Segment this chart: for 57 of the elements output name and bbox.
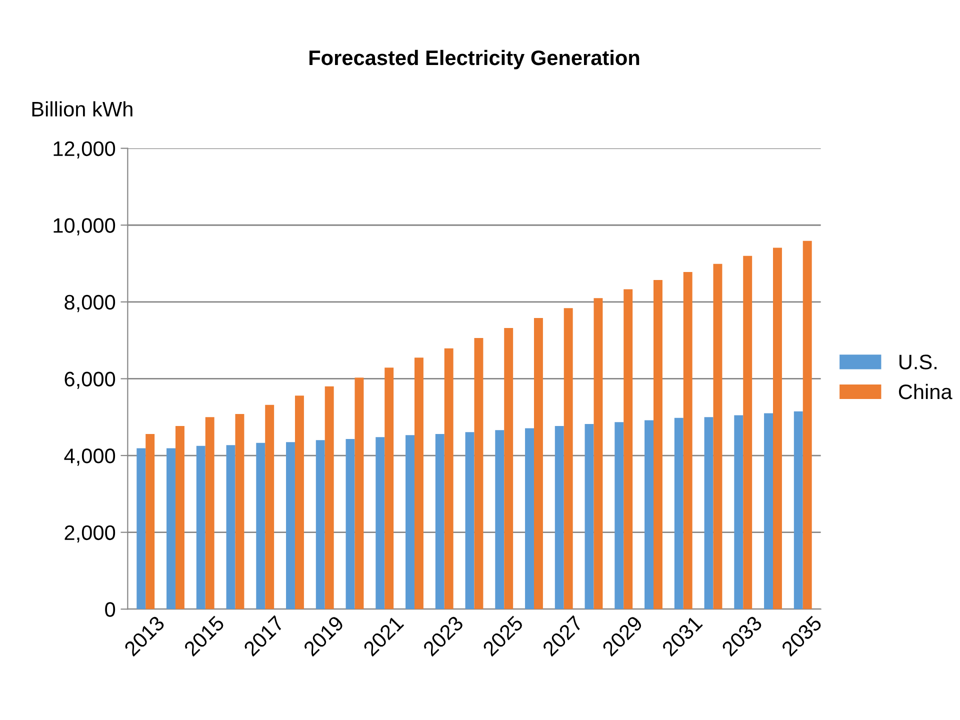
y-tick-label: 6,000 <box>64 372 116 389</box>
bar <box>624 289 633 610</box>
bar <box>614 422 624 610</box>
bar <box>495 430 504 610</box>
bar <box>175 426 184 610</box>
y-tick-label: 12,000 <box>54 141 116 159</box>
bar <box>414 358 424 610</box>
bar <box>226 445 236 610</box>
bar <box>594 298 603 610</box>
bar <box>465 432 474 610</box>
bar <box>504 328 514 610</box>
bar <box>406 435 414 610</box>
y-tick-label: 10,000 <box>54 218 116 236</box>
bar <box>704 417 714 610</box>
bar <box>683 272 692 610</box>
legend-label: China <box>898 384 952 400</box>
bar <box>525 428 534 610</box>
bar <box>256 442 266 610</box>
bar <box>354 378 364 610</box>
bar <box>146 434 155 610</box>
y-tick-label: 4,000 <box>64 448 116 466</box>
bar <box>734 415 744 610</box>
bar <box>653 280 662 610</box>
bar <box>166 448 176 610</box>
bar <box>324 386 334 610</box>
bar <box>644 420 654 610</box>
legend-label: U.S. <box>899 354 936 370</box>
bar <box>794 411 803 610</box>
bar <box>564 308 573 610</box>
bar <box>584 424 594 610</box>
bar <box>474 338 484 610</box>
y-tick-label: 2,000 <box>64 525 116 543</box>
bar <box>802 240 812 610</box>
chart-title: Forecasted Electricity Generation <box>309 50 640 70</box>
y-tick-label: 0 <box>105 602 116 617</box>
bar <box>136 448 146 610</box>
bar <box>205 417 214 610</box>
bar <box>376 437 385 610</box>
bar <box>743 256 752 610</box>
bar <box>265 404 274 610</box>
bar <box>286 442 295 610</box>
bar <box>196 446 206 610</box>
bar <box>534 318 543 610</box>
y-tick-label: 8,000 <box>64 294 116 312</box>
bar <box>773 248 782 610</box>
y-axis-title: Billion kWh <box>32 101 132 117</box>
bar <box>444 348 454 610</box>
bar <box>346 439 355 610</box>
bar <box>294 396 304 610</box>
bar <box>554 426 564 610</box>
bar <box>764 413 773 610</box>
bar <box>713 264 722 610</box>
bar <box>316 440 325 610</box>
bar <box>674 418 684 610</box>
bar <box>435 434 444 610</box>
bar <box>235 414 244 610</box>
bar <box>384 368 394 610</box>
